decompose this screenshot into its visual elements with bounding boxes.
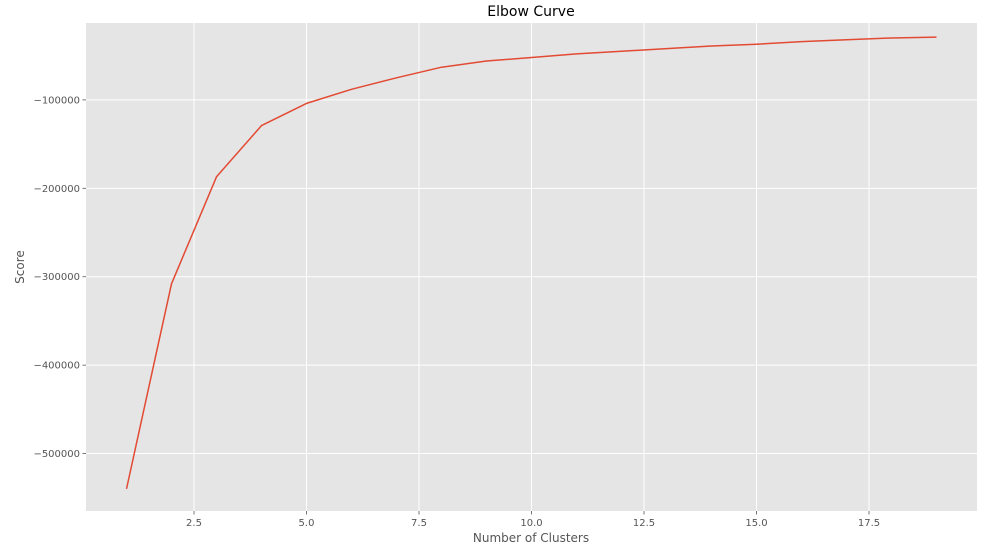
data-point	[935, 36, 938, 39]
x-tick-label: 17.5	[858, 518, 880, 529]
x-tick-label: 12.5	[633, 518, 655, 529]
data-point	[125, 487, 128, 490]
y-tick-label: −500000	[33, 449, 80, 460]
x-tick-label: 15.0	[745, 518, 767, 529]
y-tick-label: −200000	[33, 184, 80, 195]
data-point	[575, 52, 578, 55]
y-axis-label: Score	[13, 250, 27, 284]
data-point	[260, 124, 263, 127]
y-tick-label: −400000	[33, 361, 80, 372]
x-tick-label: 7.5	[411, 518, 427, 529]
series-line	[125, 36, 937, 490]
data-point	[710, 44, 713, 47]
x-axis-label: Number of Clusters	[473, 531, 589, 545]
x-tick-label: 5.0	[299, 518, 315, 529]
y-axis-ticks: −100000 −200000 −300000 −400000 −500000	[33, 95, 86, 460]
series-group	[125, 36, 938, 490]
data-point	[170, 282, 173, 285]
data-point	[890, 37, 893, 40]
data-point	[845, 38, 848, 41]
x-tick-label: 2.5	[186, 518, 202, 529]
data-point	[665, 47, 668, 50]
data-point	[215, 175, 218, 178]
data-point	[485, 60, 488, 63]
data-point	[800, 40, 803, 43]
data-point	[530, 56, 533, 59]
y-tick-label: −300000	[33, 272, 80, 283]
data-point	[755, 43, 758, 46]
data-point	[440, 66, 443, 69]
x-gridlines	[193, 23, 870, 511]
chart-title: Elbow Curve	[487, 4, 574, 20]
x-tick-label: 10.0	[520, 518, 542, 529]
data-point	[395, 76, 398, 79]
data-point	[305, 102, 308, 105]
y-gridlines	[86, 99, 977, 455]
data-point	[620, 50, 623, 53]
data-point	[350, 88, 353, 91]
y-tick-label: −100000	[33, 95, 80, 106]
x-axis-ticks: 2.5 5.0 7.5 10.0 12.5 15.0 17.5	[186, 511, 880, 529]
